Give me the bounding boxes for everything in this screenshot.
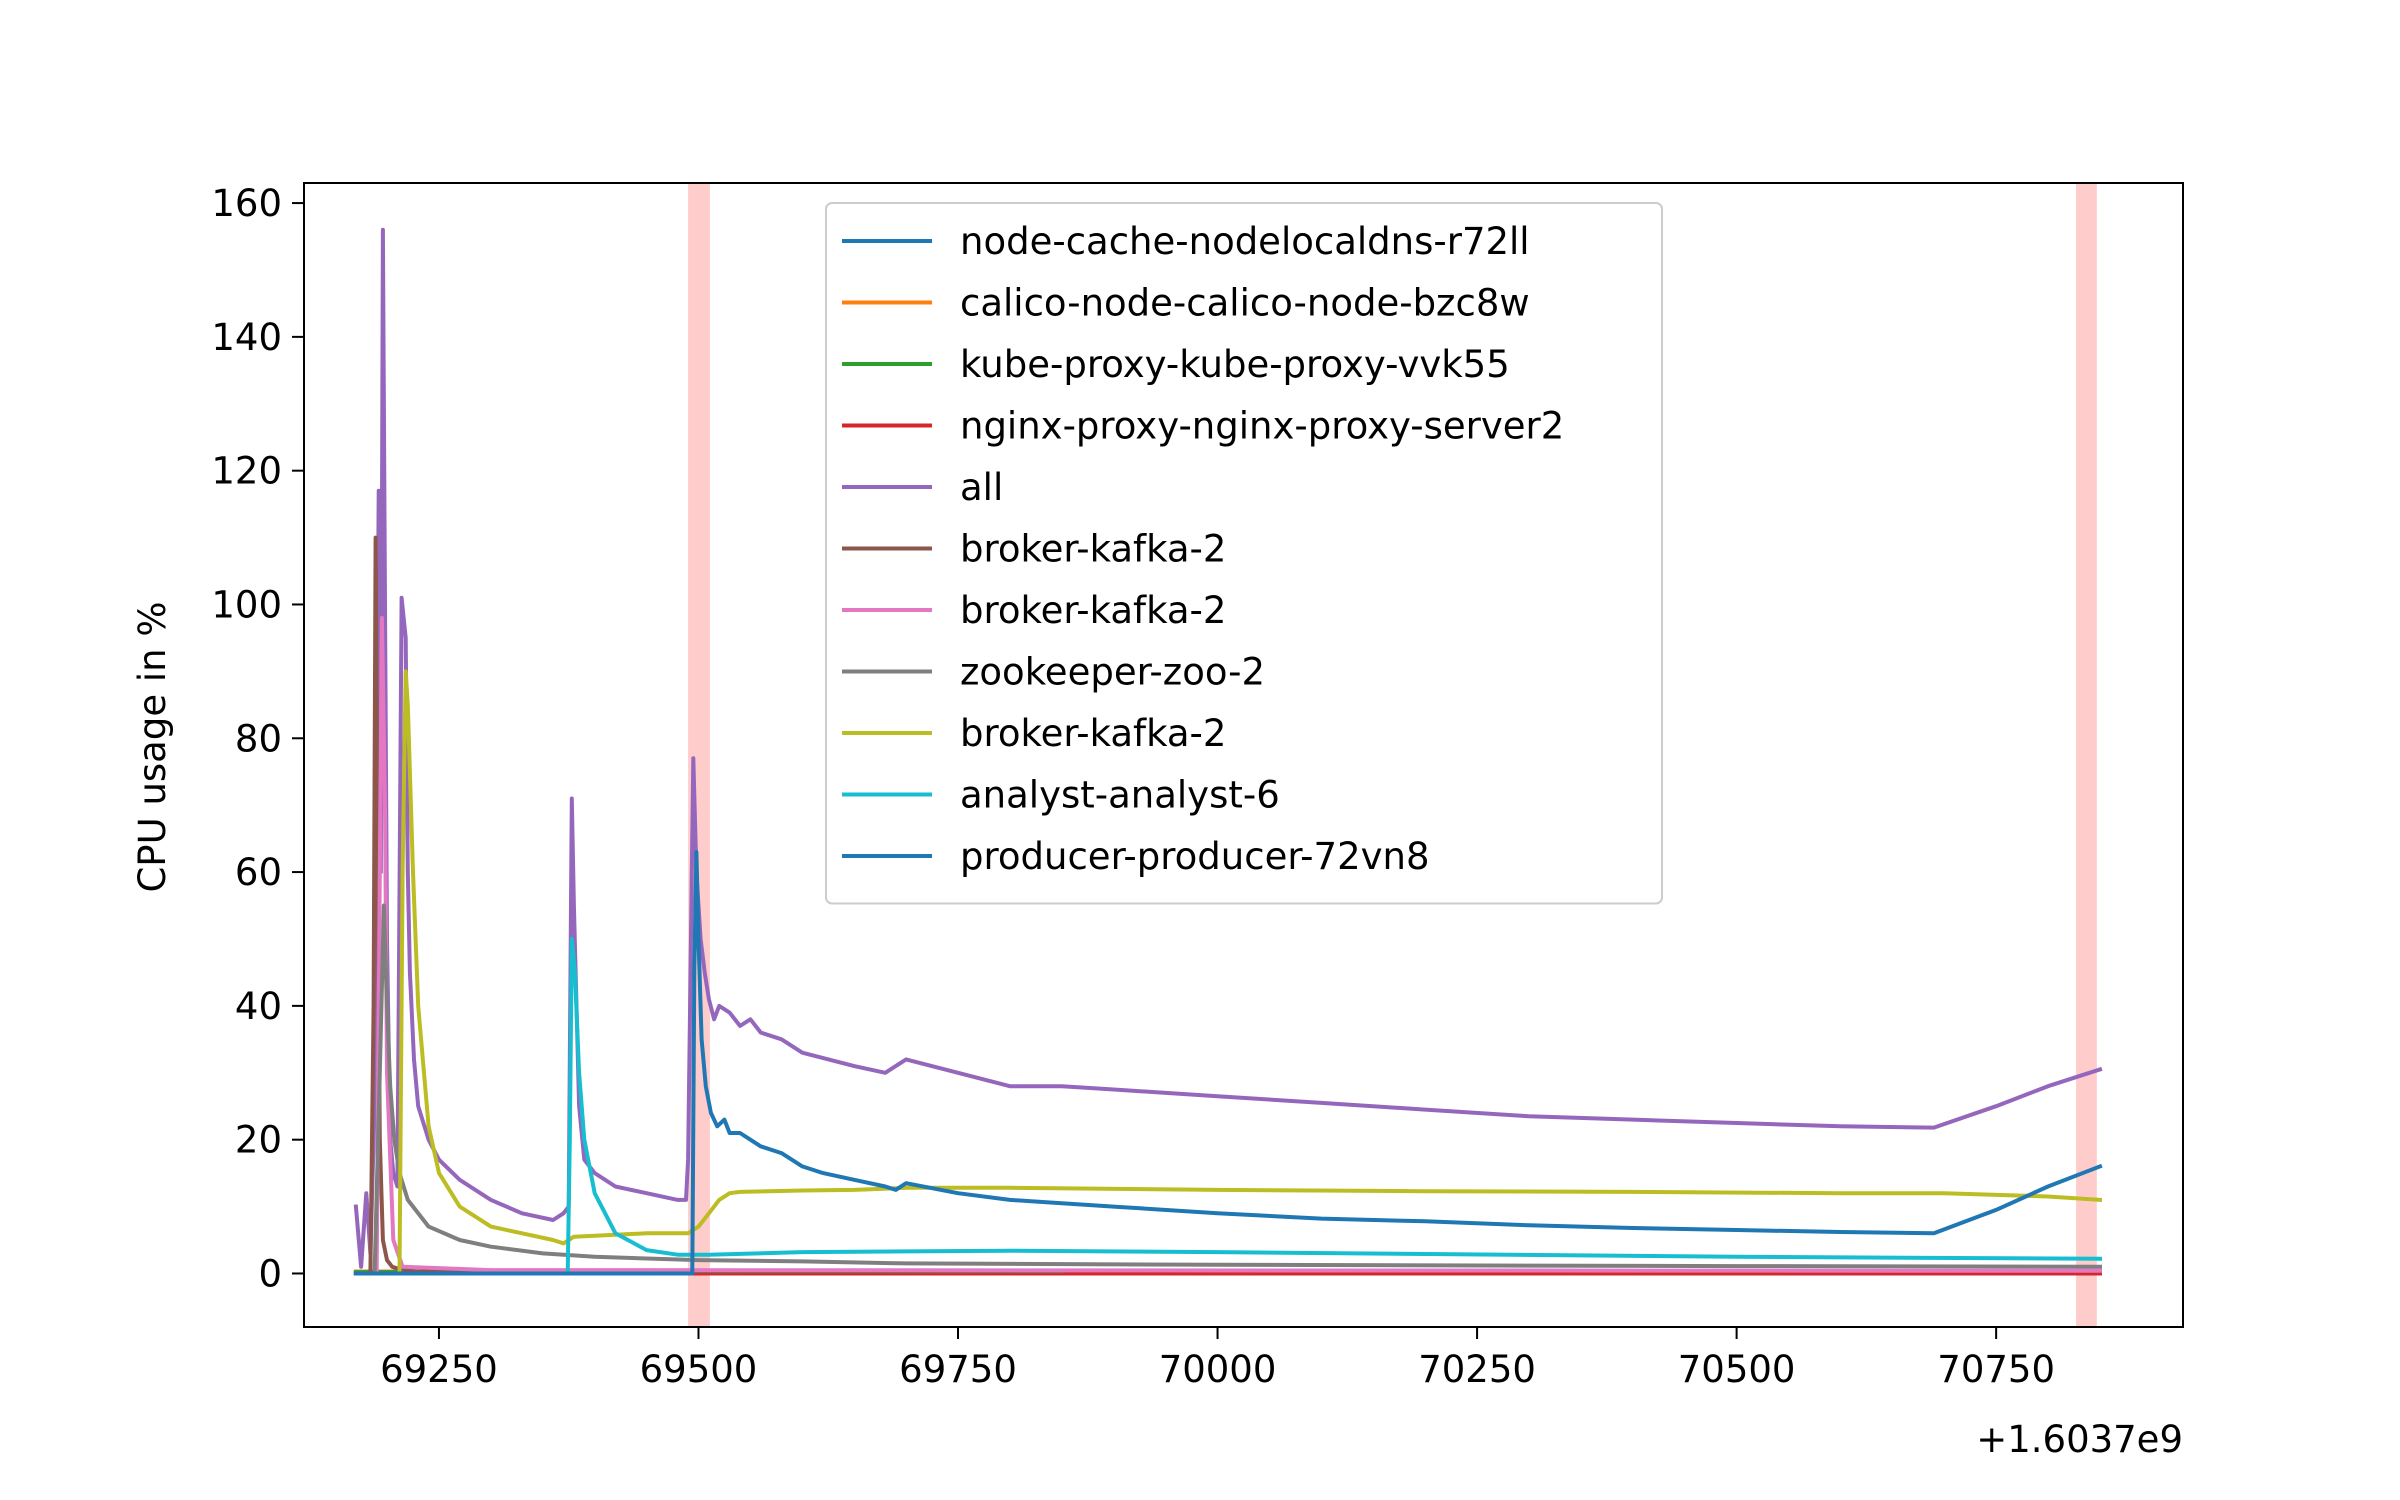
legend-label-4: all: [960, 466, 1003, 509]
x-tick-label: 70000: [1159, 1348, 1277, 1391]
x-tick-label: 69750: [899, 1348, 1017, 1391]
axes-frame: [303, 182, 2184, 1328]
legend-label-8: broker-kafka-2: [960, 712, 1226, 755]
y-tick-label: 100: [211, 583, 282, 626]
y-tick-label: 0: [258, 1252, 282, 1295]
series-line-10: [353, 850, 2103, 1276]
y-tick-label: 80: [235, 717, 282, 760]
plot-lines: [353, 227, 2103, 1276]
legend-label-2: kube-proxy-kube-proxy-vvk55: [960, 343, 1510, 386]
x-tick-label: 69500: [640, 1348, 758, 1391]
legend-label-1: calico-node-calico-node-bzc8w: [960, 282, 1530, 325]
x-axis: 69250 69500 69750 70000 70250 70500 70750: [380, 1327, 2055, 1391]
legend-label-0: node-cache-nodelocaldns-r72ll: [960, 220, 1530, 263]
series-line-5: [353, 535, 1064, 1276]
y-tick-label: 20: [235, 1119, 282, 1162]
y-axis-label: CPU usage in %: [131, 601, 174, 892]
legend-label-10: producer-producer-72vn8: [960, 835, 1430, 878]
legend-label-6: broker-kafka-2: [960, 589, 1226, 632]
series-line-4: [353, 227, 2103, 1269]
x-tick-label: 70500: [1678, 1348, 1796, 1391]
series-line-8: [353, 669, 2103, 1276]
x-tick-label: 69250: [380, 1348, 498, 1391]
legend-label-5: broker-kafka-2: [960, 528, 1226, 571]
legend: node-cache-nodelocaldns-r72ll calico-node…: [825, 202, 1663, 905]
legend-label-9: analyst-analyst-6: [960, 774, 1280, 817]
series-line-9: [353, 937, 2103, 1276]
legend-label-3: nginx-proxy-nginx-proxy-server2: [960, 405, 1564, 448]
x-tick-label: 70750: [1937, 1348, 2055, 1391]
legend-label-7: zookeeper-zoo-2: [960, 651, 1265, 694]
y-axis: 0 20 40 60 80 100 120 140 160: [211, 182, 304, 1295]
x-tick-label: 70250: [1418, 1348, 1536, 1391]
y-tick-label: 40: [235, 985, 282, 1028]
highlight-band-1: [2076, 183, 2097, 1327]
legend-box: [825, 202, 1663, 905]
y-tick-label: 120: [211, 450, 282, 493]
y-tick-label: 140: [211, 316, 282, 359]
x-axis-offset-label: +1.6037e9: [1976, 1418, 2183, 1461]
y-tick-label: 60: [235, 851, 282, 894]
y-tick-label: 160: [211, 182, 282, 225]
series-line-7: [353, 903, 2103, 1276]
